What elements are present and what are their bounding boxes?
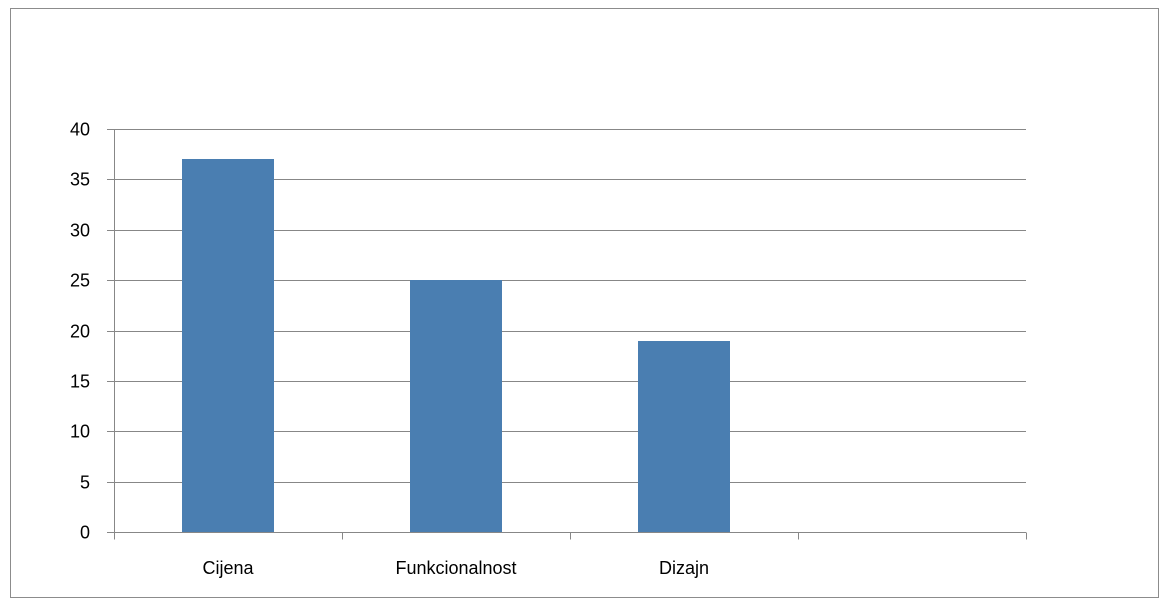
y-tick-label: 35: [70, 170, 90, 190]
x-tick-label: Cijena: [202, 558, 254, 578]
axes: [107, 129, 1027, 540]
x-tick-label: Dizajn: [659, 558, 709, 578]
y-tick-label: 10: [70, 422, 90, 442]
y-tick-label: 0: [80, 523, 90, 543]
y-tick-label: 20: [70, 322, 90, 342]
y-tick-label: 5: [80, 473, 90, 493]
y-tick-label: 25: [70, 271, 90, 291]
y-tick-label: 40: [70, 120, 90, 140]
y-tick-label: 30: [70, 221, 90, 241]
x-axis-tick-labels: Cijena Funkcionalnost Dizajn: [202, 558, 709, 578]
bars: [182, 159, 730, 532]
y-axis-tick-labels: 0 5 10 15 20 25 30 35 40: [70, 120, 90, 543]
bar-dizajn: [638, 341, 730, 532]
x-tick-label: Funkcionalnost: [395, 558, 516, 578]
bar-cijena: [182, 159, 274, 532]
bar-funkcionalnost: [410, 280, 502, 532]
y-tick-label: 15: [70, 372, 90, 392]
